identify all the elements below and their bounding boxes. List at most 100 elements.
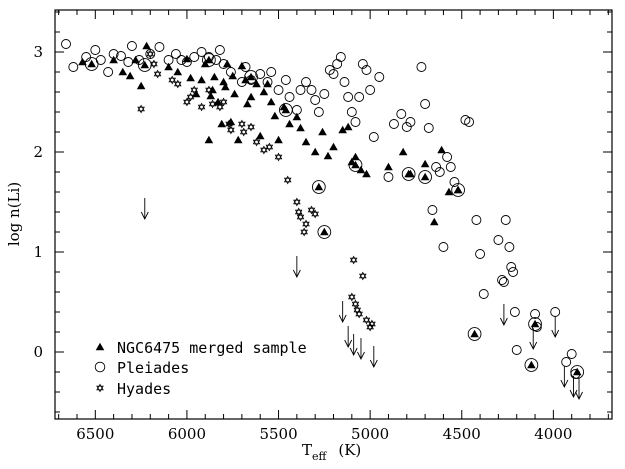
ngc6475-point bbox=[221, 82, 230, 91]
ngc6475-pleiades-point bbox=[528, 317, 542, 331]
x-tick-label: 5000 bbox=[351, 425, 389, 443]
pleiades-point bbox=[350, 117, 361, 127]
overlap-triangle bbox=[140, 60, 150, 69]
upper-limit-head bbox=[551, 329, 560, 339]
x-tick-label: 5500 bbox=[259, 425, 297, 443]
hyades-point bbox=[173, 79, 182, 89]
ngc6475-point bbox=[437, 145, 446, 154]
upper-limit-head bbox=[575, 391, 583, 401]
hyades-point bbox=[311, 209, 320, 219]
hyades-point bbox=[225, 119, 233, 129]
hyades-point bbox=[355, 309, 363, 319]
overlap-triangle bbox=[404, 169, 413, 178]
ngc6475-point bbox=[444, 187, 454, 196]
legend-icon-star bbox=[96, 383, 104, 393]
ngc6475-point bbox=[200, 59, 210, 68]
series-triangle bbox=[78, 41, 463, 226]
overlap-triangle bbox=[351, 160, 360, 169]
hyades-point bbox=[197, 102, 206, 112]
pleiades-point bbox=[203, 52, 214, 62]
ngc6475-point bbox=[131, 55, 140, 64]
x-tick-label: 6500 bbox=[76, 425, 114, 443]
upper-limit-head bbox=[292, 269, 301, 279]
pleiades-point bbox=[438, 242, 449, 252]
pleiades-point bbox=[145, 49, 156, 59]
pleiades-point bbox=[550, 307, 561, 317]
ngc6475-point bbox=[210, 72, 219, 81]
pleiades-point bbox=[434, 167, 445, 177]
pleiades-point bbox=[68, 62, 79, 72]
hyades-point bbox=[238, 119, 246, 129]
overlap-triangle bbox=[453, 185, 463, 194]
ngc6475-pleiades-point bbox=[418, 170, 432, 184]
hyades-point bbox=[208, 99, 217, 109]
legend-icons bbox=[94, 342, 106, 393]
pleiades-point bbox=[313, 107, 324, 117]
overlap-ring bbox=[401, 167, 416, 181]
hyades-point bbox=[186, 92, 195, 102]
hyades-point bbox=[247, 122, 255, 132]
ngc6475-point bbox=[217, 119, 227, 128]
hyades-point bbox=[265, 142, 274, 152]
ngc6475-pleiades-point bbox=[451, 183, 465, 197]
overlap-ring bbox=[418, 170, 432, 184]
upper-limit-arrow bbox=[551, 316, 560, 339]
overlap-triangle bbox=[246, 72, 256, 81]
pleiades-point bbox=[134, 55, 145, 65]
upper-limit-head bbox=[344, 339, 353, 349]
upper-limit-arrow bbox=[357, 338, 365, 361]
hyades-point bbox=[239, 127, 248, 137]
pleiades-point bbox=[354, 92, 365, 102]
pleiades-point bbox=[445, 162, 456, 172]
pleiades-point bbox=[324, 65, 335, 75]
pleiades-point bbox=[343, 92, 354, 102]
ngc6475-point bbox=[356, 165, 366, 174]
legend-label-pleiades: Pleiades bbox=[117, 359, 189, 377]
upper-limit-arrow bbox=[349, 334, 358, 357]
pleiades-point bbox=[389, 119, 399, 129]
pleiades-point bbox=[170, 49, 181, 59]
pleiades-point bbox=[500, 215, 511, 225]
ngc6475-point bbox=[301, 137, 311, 146]
pleiades-point bbox=[284, 92, 295, 102]
pleiades-point bbox=[154, 42, 165, 52]
overlap-ring bbox=[348, 158, 363, 172]
overlap-ring bbox=[467, 327, 482, 341]
ngc6475-point bbox=[285, 119, 294, 128]
pleiades-point bbox=[266, 67, 277, 77]
pleiades-point bbox=[310, 95, 321, 105]
pleiades-point bbox=[464, 117, 475, 127]
ngc6475-point bbox=[237, 61, 247, 70]
pleiades-point bbox=[95, 55, 106, 65]
upper-limit-arrow bbox=[140, 198, 149, 221]
hyades-point bbox=[183, 97, 191, 107]
pleiades-point bbox=[103, 67, 114, 77]
upper-limit-head bbox=[338, 314, 347, 324]
ngc6475-point bbox=[186, 73, 195, 82]
pleiades-point bbox=[368, 132, 379, 142]
ngc6475-point bbox=[292, 112, 302, 121]
ngc6475-point bbox=[197, 75, 206, 84]
legend-icon-circle bbox=[94, 361, 106, 373]
x-axis-title: Teff (K) bbox=[302, 441, 361, 463]
pleiades-point bbox=[346, 107, 357, 117]
hyades-point bbox=[227, 125, 235, 135]
pleiades-point bbox=[423, 123, 434, 133]
pleiades-point bbox=[374, 72, 385, 82]
ngc6475-point bbox=[233, 135, 243, 144]
pleiades-point bbox=[383, 172, 394, 182]
legend-icon-triangle bbox=[95, 342, 105, 351]
ngc6475-point bbox=[142, 41, 151, 50]
upper-limit-arrow bbox=[369, 346, 378, 369]
ngc6475-point bbox=[230, 89, 239, 98]
ngc6475-point bbox=[109, 55, 118, 64]
overlap-ring bbox=[528, 317, 542, 331]
upper-limit-arrow bbox=[344, 326, 353, 349]
ngc6475-point bbox=[206, 91, 216, 100]
ngc6475-pleiades-point bbox=[311, 180, 326, 194]
x-tick-label: 6000 bbox=[168, 425, 206, 443]
pleiades-point bbox=[511, 345, 522, 355]
pleiades-point bbox=[530, 309, 540, 319]
pleiades-point bbox=[291, 105, 302, 115]
hyades-point bbox=[190, 85, 199, 95]
